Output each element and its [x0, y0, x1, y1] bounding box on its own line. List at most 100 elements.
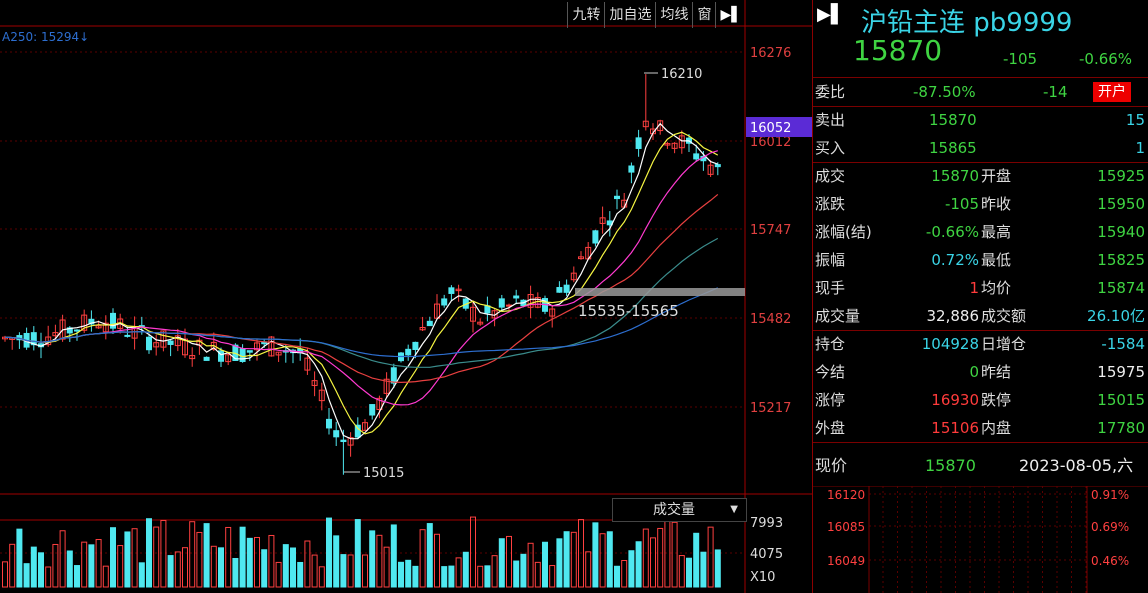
- volume-bar: [196, 531, 203, 588]
- quote-row: 涨幅(结) -0.66% 最高 15940: [813, 218, 1148, 246]
- volume-bar: [2, 561, 8, 588]
- quote-row: 成交 15870 开盘 15925: [813, 162, 1148, 190]
- toolbar-ma-button[interactable]: 均线: [655, 2, 692, 28]
- quote-label: 最低: [981, 251, 1012, 269]
- candle-body: [563, 284, 570, 293]
- candle-body: [218, 350, 224, 362]
- volume-bar: [66, 550, 73, 588]
- panel-toggle-icon[interactable]: ▶▌: [817, 4, 845, 25]
- current-price-label: 16052: [750, 121, 791, 136]
- candle-body: [95, 325, 102, 329]
- candle-body: [189, 355, 196, 360]
- candle-body: [614, 195, 620, 200]
- candle-body: [549, 308, 556, 317]
- divider: [813, 162, 1148, 163]
- volume-bar: [347, 554, 354, 588]
- candle-body: [311, 380, 318, 386]
- quote-row: 涨停 16930 跌停 15015: [813, 386, 1148, 414]
- candle-body: [412, 341, 419, 351]
- quote-value: 17780: [1097, 419, 1145, 437]
- volume-bar: [95, 539, 102, 588]
- toolbar-jiuzhuan-button[interactable]: 九转: [567, 2, 604, 28]
- candlestick-chart-panel[interactable]: 16276 16012 15747 15482 15217 16052 16210 15015…: [0, 0, 812, 593]
- candle-body: [304, 357, 311, 371]
- volume-bar: [614, 565, 620, 588]
- volume-bar: [714, 549, 721, 588]
- volume-bar: [297, 561, 304, 588]
- toolbar-window-button[interactable]: 窗: [692, 2, 715, 28]
- quote-value: 16930: [931, 391, 979, 409]
- candle-body: [354, 424, 361, 438]
- divider: [813, 106, 1148, 107]
- volume-bar: [520, 553, 527, 588]
- volume-bar: [491, 555, 498, 588]
- quote-row: 外盘 15106 内盘 17780: [813, 414, 1148, 442]
- candle-body: [66, 327, 73, 334]
- volume-bar: [203, 523, 210, 588]
- quote-value: 0.72%: [931, 251, 979, 269]
- candle-body: [434, 303, 440, 319]
- divider: [813, 442, 1148, 443]
- quote-label: 均价: [981, 279, 1012, 297]
- volume-bar: [441, 566, 448, 588]
- volume-bar: [700, 551, 707, 588]
- contract-title: 沪铅主连 pb9999: [861, 8, 1073, 38]
- volume-bar: [333, 535, 340, 588]
- sell-price: 15870: [929, 111, 977, 129]
- divider: [813, 77, 1148, 78]
- volume-bar: [146, 518, 152, 588]
- high-price-annotation: 16210: [661, 67, 702, 82]
- quote-label: 涨停: [815, 391, 846, 409]
- candle-body: [556, 287, 563, 293]
- now-price-label: 现价: [815, 456, 848, 475]
- quote-value: 15940: [1097, 223, 1145, 241]
- candle-body: [153, 342, 160, 348]
- last-price: 15870: [853, 34, 943, 67]
- quote-label: 日增仓: [981, 335, 1027, 353]
- quote-value: 15975: [1097, 363, 1145, 381]
- price-change-pct: -0.66%: [1079, 50, 1133, 68]
- quote-label: 成交量: [815, 307, 861, 325]
- volume-bar: [153, 526, 160, 588]
- volume-bar: [376, 534, 383, 588]
- volume-bar: [527, 542, 534, 588]
- candle-body: [340, 439, 347, 443]
- volume-bar: [462, 551, 469, 588]
- toolbar-expand-icon[interactable]: ▶▌: [715, 2, 746, 28]
- quote-label: 昨收: [981, 195, 1012, 213]
- now-price-row: 现价 15870 2023-08-05,六: [813, 452, 1148, 480]
- volume-indicator-select[interactable]: 成交量 ▼: [612, 498, 747, 522]
- buy-qty: 1: [1135, 139, 1145, 157]
- volume-bar: [498, 538, 505, 588]
- volume-bar: [570, 531, 577, 588]
- volume-bar: [455, 557, 462, 588]
- volume-bar: [383, 546, 390, 588]
- volume-bar: [606, 531, 613, 588]
- candle-body: [333, 430, 340, 438]
- volume-bar: [419, 529, 426, 588]
- volume-bar: [513, 560, 520, 588]
- candle-body: [448, 287, 455, 294]
- kline-svg: 16276 16012 15747 15482 15217 16052 16210 15015…: [0, 0, 812, 593]
- candle-body: [470, 306, 476, 322]
- volume-bar: [650, 537, 656, 588]
- volume-bar: [477, 565, 484, 588]
- ma5-line: [4, 122, 719, 440]
- candle-body: [671, 142, 678, 149]
- volume-bar: [182, 547, 188, 588]
- quote-row: 振幅 0.72% 最低 15825: [813, 246, 1148, 274]
- quote-row: 涨跌 -105 昨收 15950: [813, 190, 1148, 218]
- volume-bar: [45, 566, 52, 588]
- candle-body: [599, 217, 606, 224]
- webi-pct: -87.50%: [913, 83, 976, 101]
- volume-bar: [124, 531, 131, 588]
- toolbar-add-favorite-button[interactable]: 加自选: [604, 2, 655, 28]
- open-account-button[interactable]: 开户: [1093, 82, 1131, 102]
- candle-body: [513, 295, 520, 299]
- quote-label: 涨跌: [815, 195, 846, 213]
- candle-body: [635, 137, 642, 149]
- webi-diff: -14: [1043, 83, 1068, 101]
- volume-bar: [405, 559, 412, 588]
- mini-price-label: 16049: [827, 554, 865, 568]
- quote-value: -1584: [1101, 335, 1145, 353]
